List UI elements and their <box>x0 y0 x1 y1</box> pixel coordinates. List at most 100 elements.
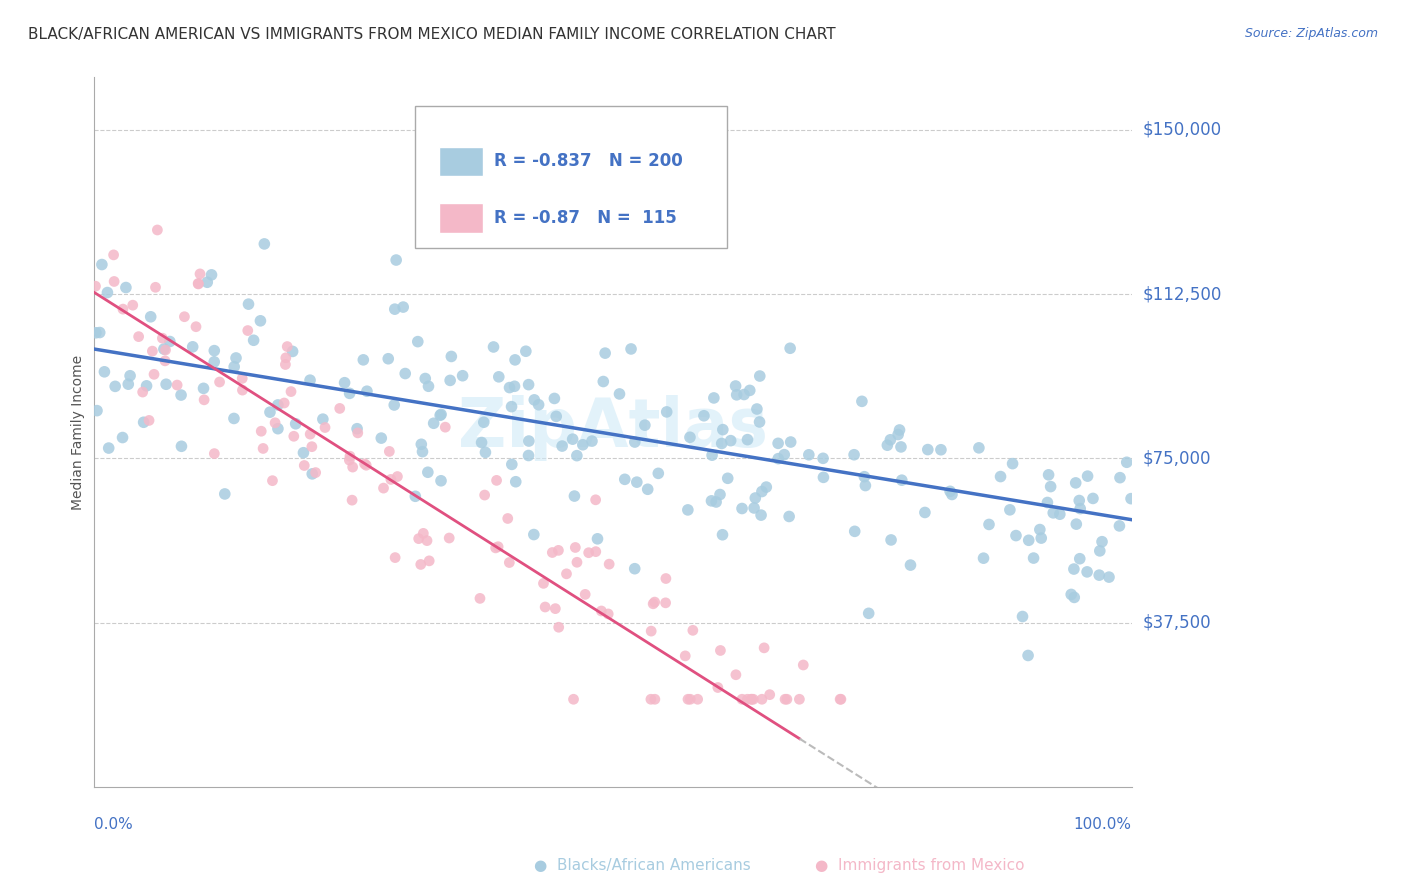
Point <box>280 384 302 399</box>
Point <box>517 434 540 448</box>
Point <box>647 467 669 481</box>
Point <box>378 444 401 458</box>
Point <box>700 448 723 462</box>
Point <box>250 424 273 438</box>
Point <box>598 607 620 621</box>
Point <box>890 440 912 454</box>
Point <box>224 359 246 374</box>
Point <box>547 543 569 558</box>
Point <box>1022 551 1045 566</box>
Point <box>574 587 596 601</box>
Point <box>1115 455 1137 469</box>
Point <box>1069 551 1091 566</box>
Point <box>111 302 134 317</box>
Text: $150,000: $150,000 <box>1143 121 1222 139</box>
Point <box>755 480 778 494</box>
Point <box>339 449 361 463</box>
Point <box>745 402 768 417</box>
Point <box>742 500 765 515</box>
Text: 100.0%: 100.0% <box>1074 817 1132 832</box>
Point <box>585 544 607 558</box>
Point <box>740 692 762 706</box>
Point <box>855 478 877 492</box>
Point <box>776 692 799 706</box>
Point <box>418 554 440 568</box>
Point <box>384 550 406 565</box>
Point <box>586 532 609 546</box>
Point <box>181 340 204 354</box>
Point <box>437 531 460 545</box>
Point <box>143 368 166 382</box>
Point <box>738 384 761 398</box>
Point <box>914 506 936 520</box>
Point <box>876 438 898 452</box>
Point <box>342 460 364 475</box>
Point <box>768 451 790 466</box>
Point <box>654 596 676 610</box>
Point <box>1039 480 1062 494</box>
Point <box>572 438 595 452</box>
Point <box>187 277 209 291</box>
Point <box>267 422 290 436</box>
Point <box>1098 570 1121 584</box>
Point <box>679 692 702 706</box>
FancyBboxPatch shape <box>439 146 482 177</box>
Point <box>416 465 439 479</box>
Point <box>644 692 666 706</box>
Point <box>741 692 763 706</box>
Point <box>676 503 699 517</box>
Point <box>1077 469 1099 483</box>
Point <box>409 558 432 572</box>
Point <box>592 375 614 389</box>
Point <box>778 509 800 524</box>
Point <box>273 396 295 410</box>
Point <box>249 314 271 328</box>
Point <box>842 448 865 462</box>
Point <box>231 371 253 385</box>
Point <box>562 692 585 706</box>
Point <box>356 384 378 399</box>
Point <box>208 375 231 389</box>
Point <box>623 562 645 576</box>
Point <box>1011 609 1033 624</box>
Point <box>430 408 453 422</box>
Point <box>1069 501 1091 516</box>
Point <box>700 493 723 508</box>
Point <box>634 418 657 433</box>
Point <box>498 556 520 570</box>
Point <box>103 275 125 289</box>
Point <box>640 692 662 706</box>
Point <box>262 474 284 488</box>
Point <box>84 279 107 293</box>
Point <box>170 388 193 402</box>
Point <box>725 388 748 402</box>
Point <box>711 528 734 542</box>
Point <box>515 344 537 359</box>
Point <box>187 277 209 291</box>
Point <box>440 350 463 364</box>
Point <box>534 600 557 615</box>
Point <box>93 365 115 379</box>
Point <box>340 493 363 508</box>
Point <box>370 431 392 445</box>
Point <box>411 437 433 451</box>
Point <box>222 411 245 425</box>
Point <box>640 624 662 639</box>
Point <box>973 551 995 566</box>
Point <box>555 566 578 581</box>
Point <box>773 692 796 706</box>
Point <box>503 352 526 367</box>
Point <box>620 342 643 356</box>
Text: $75,000: $75,000 <box>1143 450 1212 467</box>
Point <box>281 344 304 359</box>
Point <box>120 368 142 383</box>
Point <box>585 492 607 507</box>
Point <box>482 340 505 354</box>
Point <box>485 541 508 555</box>
Point <box>1088 544 1111 558</box>
Point <box>752 640 775 655</box>
Point <box>737 692 759 706</box>
Text: ZipAtlas: ZipAtlas <box>458 395 768 461</box>
Point <box>252 442 274 456</box>
Point <box>202 355 225 369</box>
